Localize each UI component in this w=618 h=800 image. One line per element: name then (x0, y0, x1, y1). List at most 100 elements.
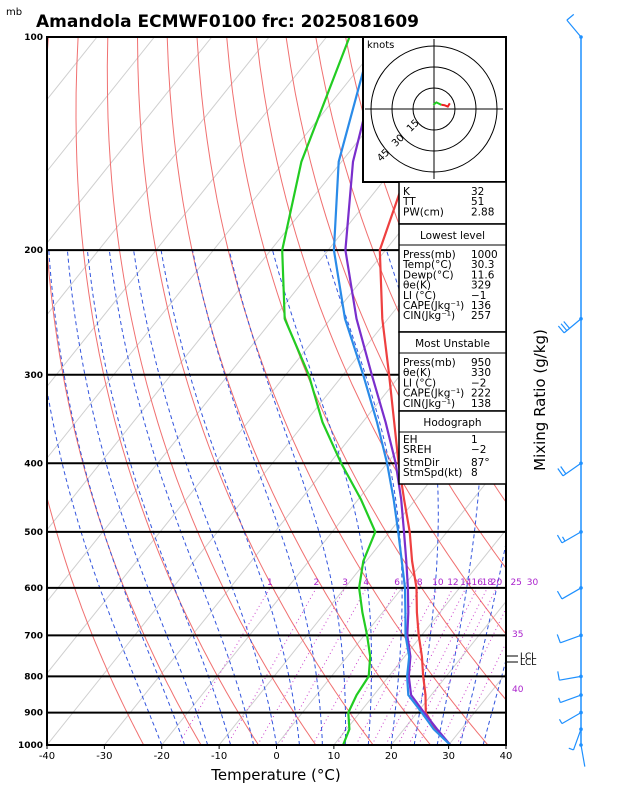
index-value: 329 (471, 280, 491, 292)
moist-adiabat (66, 250, 209, 745)
y-tick-label: 1000 (18, 741, 43, 751)
index-value: 87° (471, 457, 490, 469)
x-tick-label: -40 (39, 751, 55, 762)
isotherm (47, 37, 98, 101)
wind-barb-feather (566, 13, 575, 21)
mixing-ratio-label: 3 (342, 578, 348, 588)
index-name: SREH (403, 444, 432, 456)
index-name: Dewp(°C) (403, 269, 454, 281)
isotherm (333, 529, 506, 745)
mixing-ratio-label: 8 (417, 578, 423, 588)
index-value: 1000 (471, 249, 498, 261)
index-name: Press(mb) (403, 357, 456, 369)
hodograph-indices-box (398, 410, 507, 485)
y-tick-label: 100 (24, 33, 43, 43)
index-value: 11.6 (471, 269, 495, 281)
index-name: θe(K) (403, 280, 431, 292)
dry-adiabat (47, 495, 145, 745)
wind-barb-feather (558, 718, 563, 724)
moist-adiabat (192, 249, 323, 745)
wind-barb-feather (556, 634, 561, 644)
index-name: PW(cm) (403, 206, 444, 218)
hodograph-trace-low (432, 101, 442, 106)
y-tick-label: 700 (24, 631, 43, 641)
dry-adiabat (75, 37, 259, 745)
moist-adiabat (133, 250, 277, 745)
mixing-ratio-label: 14 (460, 578, 472, 588)
mixing-ratio-line (385, 587, 467, 745)
wind-barb-feather (561, 536, 566, 542)
wind-barb-staff (572, 729, 582, 751)
mixing-ratio-label: 6 (394, 578, 400, 588)
index-value: 1 (471, 434, 478, 446)
index-name: CIN(Jkg⁻¹) (403, 310, 455, 322)
indices-panel: K 32 TT 51 PW(cm) 2.88 Lowest level Press(mb) 10… (398, 181, 507, 485)
y-tick-label: 500 (24, 528, 43, 538)
y-tick-label: 800 (24, 672, 43, 682)
isotherm (47, 170, 506, 745)
wind-barb-feather (568, 747, 574, 751)
mixing-ratio-line (312, 587, 398, 745)
wind-barb-feather (563, 321, 570, 329)
x-tick-label: -20 (154, 751, 170, 762)
x-tick-label: 20 (385, 751, 398, 762)
lcl-label: LCL (520, 658, 536, 668)
mixing-ratio-line (257, 587, 346, 745)
index-name: CAPE(Jkg⁻¹) (403, 300, 464, 312)
index-value: 51 (471, 196, 484, 208)
x-tick-label: -10 (211, 751, 227, 762)
wind-barb-staff (580, 744, 586, 767)
index-name: StmDir (403, 457, 440, 469)
index-value: −1 (471, 290, 486, 302)
sounding-profiles (281, 37, 477, 745)
indices-top-box (398, 181, 507, 225)
mixing-ratio-line (438, 607, 506, 745)
hodograph-unit-label: knots (367, 40, 394, 51)
wind-barb-feather (556, 534, 563, 544)
mixing-ratio-axis-label: Mixing Ratio (g/kg) (531, 329, 549, 471)
index-value: 138 (471, 398, 491, 410)
index-value: 32 (471, 186, 484, 198)
wind-barb-staff (559, 675, 582, 681)
wind-barb-staff (561, 587, 582, 600)
wind-barb-feather (557, 468, 564, 477)
index-name: TT (402, 196, 416, 208)
dry-adiabat (255, 37, 506, 635)
wind-barb-staff (560, 694, 582, 704)
index-name: CAPE(Jkg⁻¹) (403, 388, 464, 400)
mixing-ratio-line (408, 587, 488, 745)
mixing-ratio-label: 16 (471, 578, 483, 588)
wind-barb-staff (560, 634, 582, 644)
wind-barb-feather (557, 671, 560, 681)
wind-barb-feather (557, 325, 565, 334)
mixing-ratio-label: 30 (527, 578, 539, 588)
y-tick-label: 400 (24, 459, 43, 469)
index-name: Press(mb) (403, 249, 456, 261)
parcel-profile (344, 37, 452, 745)
dry-adiabat (554, 37, 618, 745)
index-value: 8 (471, 467, 478, 479)
mixing-ratio-line (355, 587, 439, 745)
hodograph-trace-mid (441, 102, 451, 108)
mixing-ratio-label: 20 (491, 578, 503, 588)
index-value: −2 (471, 377, 486, 389)
index-section-title: Most Unstable (415, 338, 490, 350)
mixing-ratio-label: 25 (510, 578, 521, 588)
x-axis-label: Temperature (°C) (210, 766, 340, 784)
index-value: 30.3 (471, 259, 494, 271)
moist-adiabat (86, 250, 232, 745)
dry-adiabat (106, 37, 317, 745)
y-tick-label: 300 (24, 371, 43, 381)
lowest-level-box (398, 223, 507, 333)
dry-adiabat (613, 37, 618, 745)
mixing-ratio-label: 12 (447, 578, 458, 588)
isotherm (47, 37, 385, 459)
dry-adiabat (583, 37, 618, 745)
wind-barb-staff (566, 19, 582, 38)
dry-adiabat (226, 37, 506, 701)
x-tick-label: 10 (328, 751, 341, 762)
x-tick-label: -30 (96, 751, 112, 762)
